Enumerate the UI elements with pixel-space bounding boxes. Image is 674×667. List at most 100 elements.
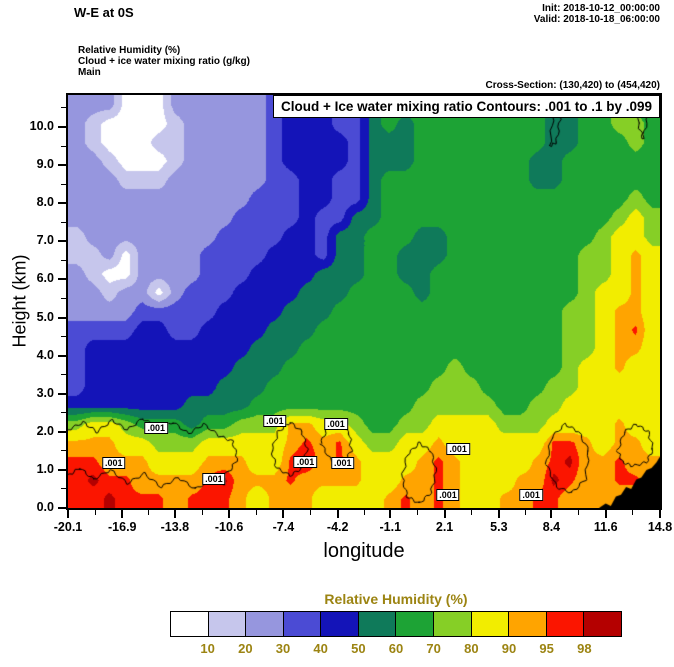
- x-minor-tick-mark: [632, 510, 634, 515]
- x-tick-mark: [550, 510, 553, 518]
- contour-label: .001: [436, 488, 460, 501]
- cross-section-coords: Cross-Section: (130,420) to (454,420): [485, 80, 660, 91]
- colorbar-swatch: [395, 611, 435, 637]
- x-minor-tick-mark: [363, 510, 365, 515]
- plot-area: .001.001.001.001.001.001.001.001.001.001…: [66, 93, 662, 510]
- colorbar-swatch: [470, 611, 510, 637]
- y-minor-tick-mark: [61, 297, 66, 299]
- x-tick-label: 14.8: [647, 520, 673, 534]
- y-axis-title: Height (km): [9, 254, 30, 348]
- x-minor-tick-mark: [201, 510, 203, 515]
- x-tick-label: 11.6: [593, 520, 618, 534]
- colorbar-tick-label: 50: [351, 641, 366, 656]
- contour-label: .001: [293, 456, 318, 469]
- y-tick-label: 9.0: [36, 157, 54, 172]
- x-minor-tick-mark: [471, 510, 473, 515]
- colorbar-swatch: [508, 611, 547, 637]
- colorbar-tick-label: 30: [275, 641, 291, 656]
- y-minor-tick-mark: [61, 450, 66, 452]
- x-tick-label: -10.6: [214, 520, 244, 534]
- y-tick-label: 1.0: [36, 461, 54, 476]
- colorbar-swatch: [245, 611, 284, 637]
- contour-label: .001: [446, 442, 470, 455]
- x-minor-tick-mark: [578, 510, 580, 515]
- x-tick-mark: [336, 510, 339, 518]
- x-tick-label: -20.1: [53, 520, 83, 534]
- colorbar-swatch: [545, 611, 585, 637]
- y-tick-label: 6.0: [36, 271, 54, 286]
- y-minor-tick-mark: [61, 336, 66, 338]
- colorbar-tick-label: 10: [200, 641, 215, 656]
- colorbar-tick-label: 60: [388, 641, 404, 656]
- x-tick-mark: [282, 510, 285, 518]
- y-minor-tick-mark: [61, 412, 66, 414]
- contour-label: .001: [202, 473, 226, 486]
- y-minor-tick-mark: [61, 145, 66, 147]
- x-tick-mark: [389, 510, 392, 518]
- y-tick-mark: [58, 507, 66, 509]
- y-tick-label: 3.0: [36, 385, 54, 400]
- x-tick-mark: [228, 510, 231, 518]
- y-minor-tick-mark: [61, 259, 66, 261]
- y-tick-mark: [58, 164, 66, 167]
- y-tick-label: 8.0: [36, 195, 54, 210]
- x-tick-mark: [604, 510, 607, 518]
- contour-label: .001: [324, 418, 348, 431]
- y-minor-tick-mark: [61, 488, 66, 490]
- y-tick-label: 10.0: [29, 119, 54, 133]
- valid-timestamp: Valid: 2018-10-18_06:00:00: [533, 14, 660, 25]
- colorbar-tick-label: 98: [577, 641, 592, 656]
- x-tick-label: -13.8: [160, 520, 190, 534]
- colorbar-swatch: [207, 611, 247, 637]
- x-tick-label: -7.4: [272, 520, 295, 534]
- y-tick-label: 0.0: [36, 500, 54, 514]
- y-tick-label: 4.0: [36, 347, 54, 362]
- colorbar-swatch: [282, 611, 322, 637]
- y-tick-mark: [58, 126, 66, 128]
- x-tick-label: 8.4: [542, 520, 561, 534]
- y-minor-tick-mark: [61, 183, 66, 185]
- x-tick-label: 5.3: [490, 520, 508, 534]
- x-tick-mark: [659, 510, 661, 518]
- x-tick-mark: [173, 510, 176, 518]
- rh-field-canvas: [68, 95, 660, 508]
- y-tick-label: 5.0: [36, 309, 54, 324]
- y-tick-mark: [58, 316, 66, 319]
- colorbar-swatch: [170, 611, 209, 637]
- colorbar-tick-label: 90: [501, 641, 517, 656]
- contour-label: .001: [263, 415, 287, 428]
- y-tick-mark: [58, 430, 66, 433]
- contour-label-layer: .001 .001 .001 .001 .001 .001 .001 .001 .001 .001: [68, 95, 660, 508]
- x-tick-mark: [121, 510, 124, 518]
- x-tick-label: 2.1: [435, 520, 454, 534]
- colorbar-tick-label: 20: [238, 641, 253, 656]
- colorbar: [170, 611, 622, 637]
- colorbar-swatch: [433, 611, 472, 637]
- x-tick-mark: [443, 510, 446, 518]
- colorbar-tick-label: 95: [539, 641, 554, 656]
- x-minor-tick-mark: [148, 510, 150, 515]
- contour-label: .001: [144, 421, 168, 434]
- x-minor-tick-mark: [524, 510, 526, 515]
- x-tick-label: -4.2: [326, 520, 349, 534]
- x-axis-title: longitude: [323, 540, 405, 562]
- page-title: W-E at 0S: [74, 5, 134, 20]
- y-minor-tick-mark: [61, 107, 66, 109]
- field-line-cloud: Cloud + ice water mixing ratio (g/kg): [78, 56, 250, 67]
- y-tick-mark: [58, 354, 66, 357]
- y-minor-tick-mark: [61, 221, 66, 223]
- x-minor-tick-mark: [310, 510, 312, 515]
- x-tick-mark: [67, 510, 69, 518]
- field-line-rh: Relative Humidity (%): [78, 45, 181, 56]
- contour-label: .001: [331, 457, 355, 470]
- x-tick-label: -1.1: [379, 520, 402, 534]
- colorbar-tick-label: 70: [426, 641, 441, 656]
- colorbar-tick-label: 40: [313, 641, 328, 656]
- x-tick-mark: [497, 510, 500, 518]
- colorbar-swatch: [357, 611, 397, 637]
- contour-label: .001: [102, 457, 126, 470]
- y-tick-label: 2.0: [36, 423, 54, 438]
- y-tick-mark: [58, 468, 66, 471]
- init-timestamp: Init: 2018-10-12_00:00:00: [542, 3, 660, 14]
